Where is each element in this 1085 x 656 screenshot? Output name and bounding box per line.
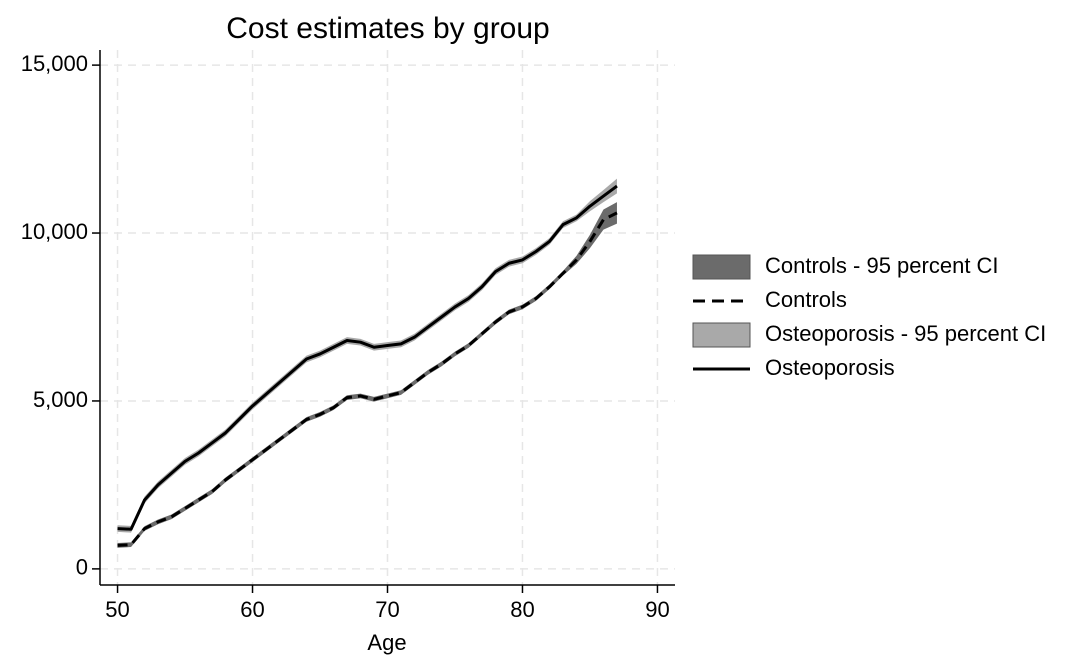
x-tick-label: 60 <box>240 597 264 622</box>
y-tick-label: 5,000 <box>33 387 88 412</box>
series-line <box>117 211 618 547</box>
y-tick-label: 15,000 <box>21 51 88 76</box>
x-tick-label: 50 <box>105 597 129 622</box>
x-tick-label: 90 <box>645 597 669 622</box>
legend-swatch <box>692 254 751 280</box>
chart-title: Cost estimates by group <box>226 12 549 45</box>
y-tick-label: 0 <box>76 555 88 580</box>
x-tick-label: 80 <box>510 597 534 622</box>
series-line <box>117 184 618 531</box>
legend-label: Osteoporosis - 95 percent CI <box>765 321 1046 346</box>
x-axis-label: Age <box>367 630 406 655</box>
x-tick-label: 70 <box>375 597 399 622</box>
legend-swatch <box>692 322 751 348</box>
legend-label: Controls <box>765 287 847 312</box>
legend-label: Controls - 95 percent CI <box>765 253 999 278</box>
y-tick-label: 10,000 <box>21 219 88 244</box>
legend-label: Osteoporosis <box>765 355 895 380</box>
